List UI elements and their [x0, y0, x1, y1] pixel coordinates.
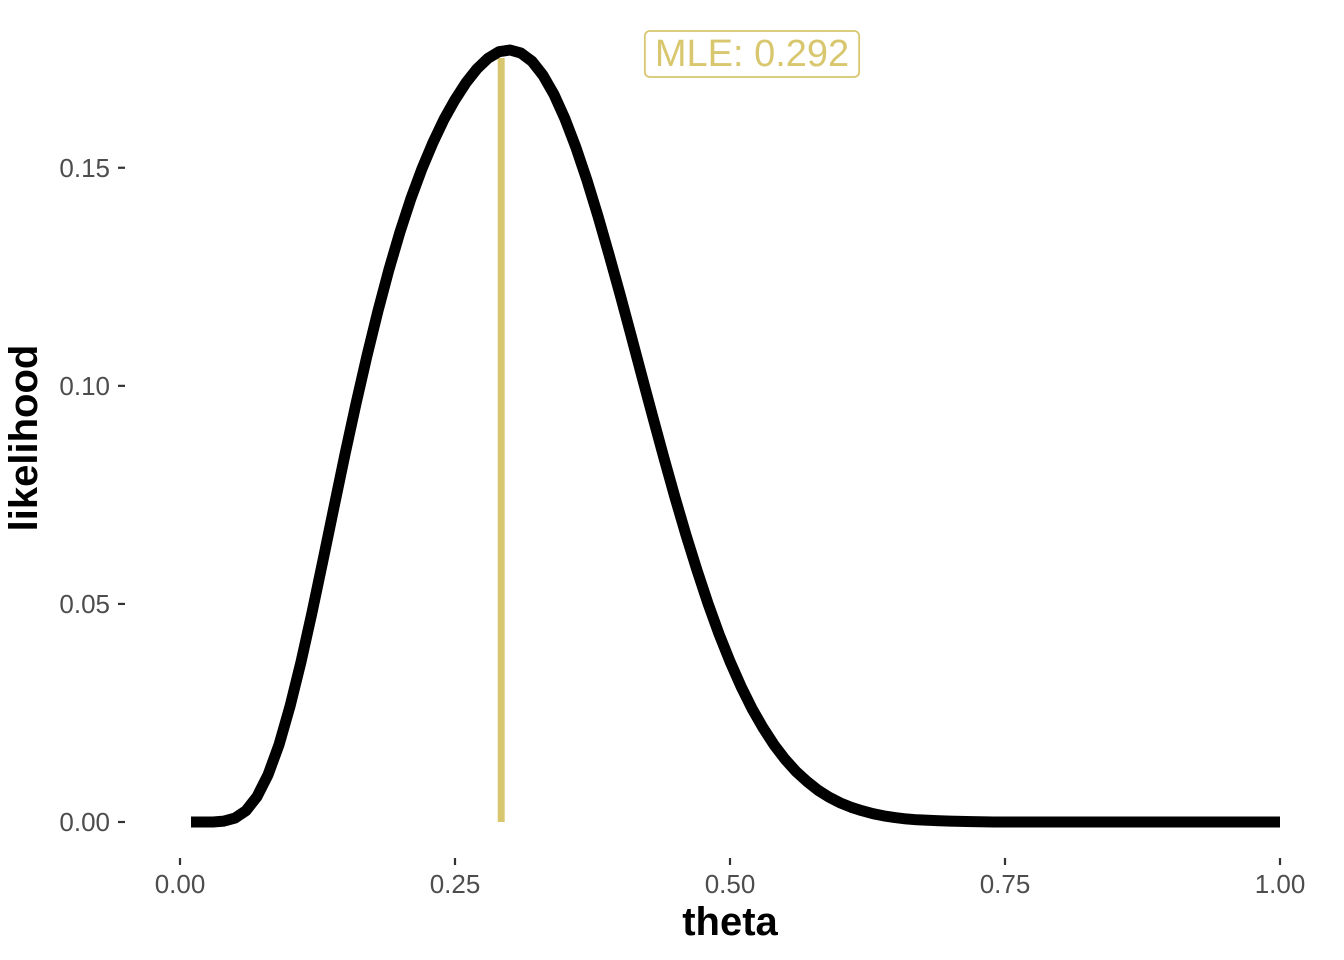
x-tick-label: 0.25: [430, 869, 481, 899]
x-axis: 0.00 0.25 0.50 0.75 1.00: [155, 858, 1306, 899]
x-tick-label: 0.75: [980, 869, 1031, 899]
mle-label: MLE: 0.292: [643, 30, 861, 78]
mle-label-box: [643, 30, 861, 78]
likelihood-curve: [191, 44, 1280, 828]
y-axis-title: likelihood: [2, 345, 46, 532]
plot-marks: [191, 44, 1280, 828]
x-axis-title: theta: [682, 900, 778, 944]
x-tick-label: 0.50: [705, 869, 756, 899]
x-tick-label: 0.00: [155, 869, 206, 899]
x-tick-label: 1.00: [1255, 869, 1306, 899]
annotations: MLE: 0.292: [643, 30, 861, 78]
y-tick-label: 0.15: [59, 153, 110, 183]
y-axis: 0.00 0.05 0.10 0.15: [59, 153, 125, 837]
y-tick-label: 0.10: [59, 371, 110, 401]
mle-label-text: MLE: 0.292: [655, 33, 849, 75]
y-tick-label: 0.05: [59, 589, 110, 619]
y-tick-label: 0.00: [59, 807, 110, 837]
